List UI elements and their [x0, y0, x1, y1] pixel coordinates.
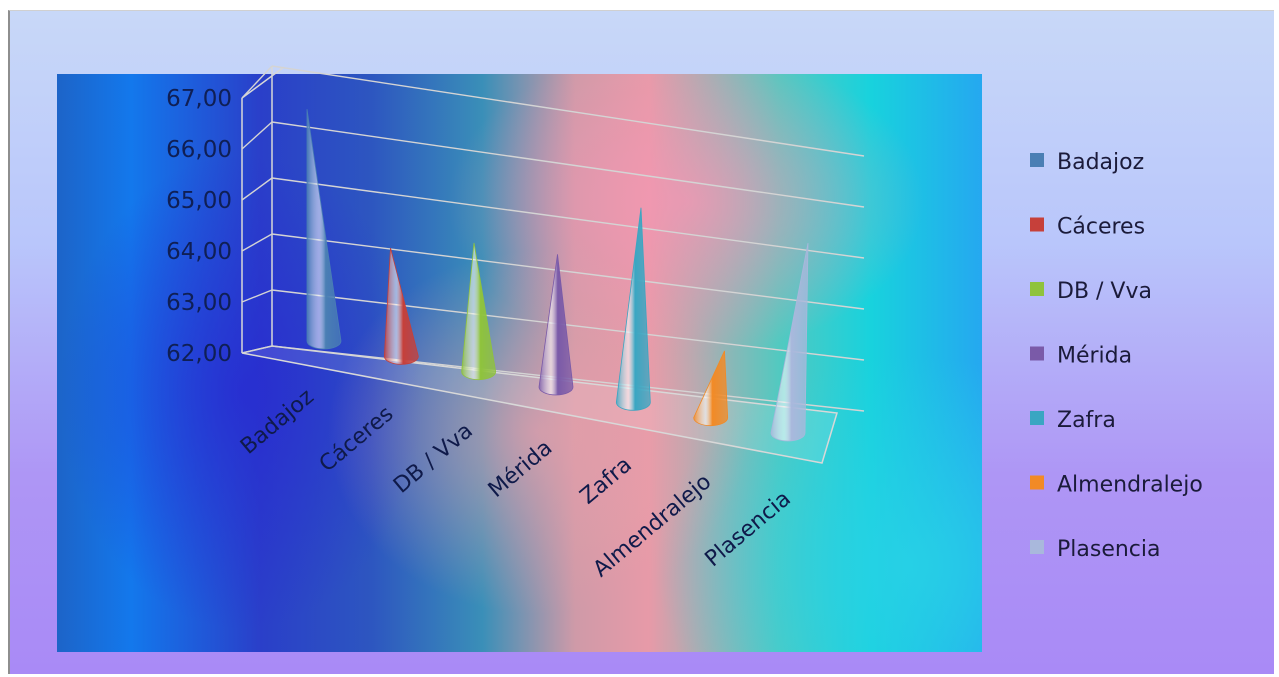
gridline	[271, 289, 865, 361]
y-tick-label: 66,00	[166, 137, 232, 163]
legend-swatch	[1030, 540, 1044, 554]
y-tick-label: 62,00	[166, 341, 232, 367]
top-wall-edge	[241, 66, 285, 99]
legend-label: Badajoz	[1057, 150, 1144, 175]
gridline	[271, 121, 865, 208]
cone-c-ceres	[383, 247, 419, 365]
cone-m-rida	[538, 254, 574, 396]
legend-swatch	[1030, 217, 1044, 232]
x-category-label: Cáceres	[315, 401, 399, 477]
side-gridline	[241, 345, 273, 354]
legend-label: Zafra	[1057, 408, 1116, 433]
side-gridline	[241, 233, 273, 252]
legend-swatch	[1030, 282, 1044, 296]
y-tick-label: 63,00	[166, 290, 232, 316]
gridline	[271, 233, 865, 310]
legend-label: Almendralejo	[1057, 473, 1203, 498]
side-gridline	[241, 289, 273, 303]
gridline	[271, 65, 865, 157]
x-category-label: Mérida	[484, 435, 558, 502]
cone-almendralejo	[693, 350, 729, 427]
plot-area	[57, 74, 982, 652]
cone-plasencia	[770, 243, 809, 442]
side-gridline	[241, 65, 273, 99]
x-category-label: Badajoz	[236, 384, 319, 459]
cone-zafra	[615, 207, 651, 411]
gridline	[271, 177, 865, 259]
y-tick-label: 64,00	[166, 239, 232, 265]
y-tick-label: 67,00	[166, 86, 232, 112]
cone-badajoz	[306, 109, 342, 350]
legend-label: DB / Vva	[1057, 279, 1152, 304]
legend-swatch	[1030, 475, 1044, 490]
chart-frame: 62,00 63,00 64,00 65,00 66,00 67,00 Badajoz Các…	[8, 10, 1274, 674]
legend-swatch	[1030, 346, 1044, 361]
cone-db-vva	[461, 242, 497, 381]
x-category-label: Zafra	[576, 452, 637, 509]
legend-label: Plasencia	[1057, 537, 1161, 562]
side-gridline	[241, 121, 273, 150]
legend-swatch	[1030, 411, 1044, 425]
legend-swatch	[1030, 153, 1044, 167]
x-category-label: DB / Vva	[389, 418, 478, 498]
legend-label: Cáceres	[1057, 215, 1145, 240]
legend-label: Mérida	[1057, 344, 1132, 369]
x-category-label: Plasencia	[701, 486, 796, 572]
side-gridline	[241, 177, 273, 201]
y-tick-label: 65,00	[166, 188, 232, 214]
chart-svg: 62,0063,0064,0065,0066,0067,00BadajozCác…	[166, 65, 1203, 582]
